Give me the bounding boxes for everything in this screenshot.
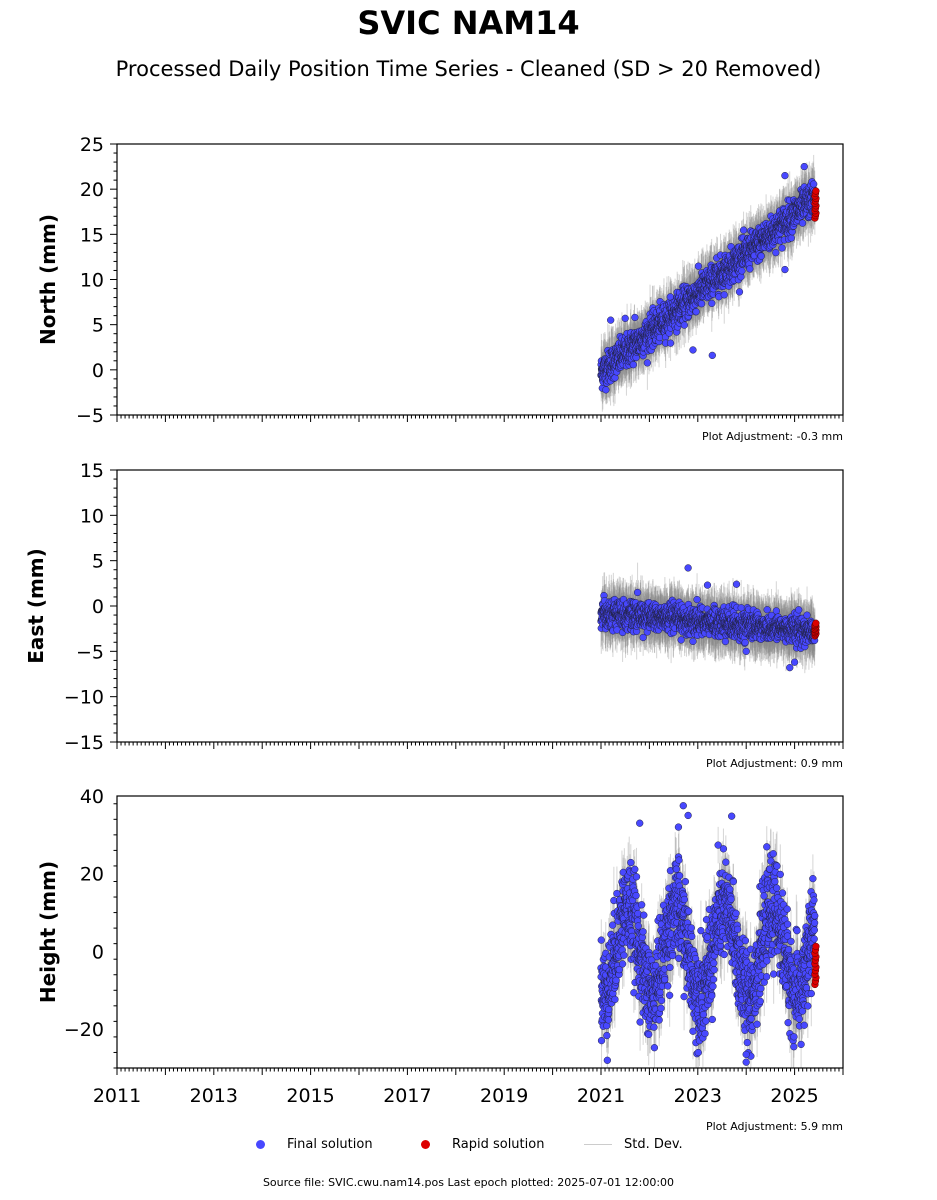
final-point — [697, 300, 706, 308]
final-point — [778, 244, 786, 252]
final-point — [708, 351, 716, 360]
y-tick-label: 25 — [80, 134, 104, 156]
final-point — [689, 346, 697, 354]
y-axis-label: North (mm) — [36, 214, 60, 345]
final-point — [800, 162, 808, 171]
y-tick-label: 10 — [80, 270, 104, 292]
final-points — [597, 162, 820, 394]
y-tick-label: 20 — [80, 179, 104, 201]
final-point — [738, 267, 746, 275]
chart-title: SVIC NAM14 — [357, 4, 580, 42]
final-point — [746, 265, 754, 273]
final-point — [607, 316, 615, 324]
final-point — [781, 265, 789, 274]
final-point — [692, 308, 700, 316]
final-point — [680, 321, 689, 329]
final-point — [757, 252, 765, 260]
final-point — [739, 226, 748, 234]
final-point — [737, 273, 745, 281]
final-point — [631, 313, 639, 322]
final-point — [666, 339, 675, 347]
final-point — [772, 248, 780, 257]
final-point — [629, 361, 637, 369]
final-point — [621, 314, 629, 322]
y-tick-label: 15 — [80, 224, 104, 246]
plot-adjustment-note: Plot Adjustment: -0.3 mm — [702, 430, 843, 443]
final-point — [602, 386, 610, 394]
y-tick-label: −5 — [76, 405, 104, 427]
final-point — [694, 262, 703, 270]
final-point — [708, 299, 716, 308]
final-point — [781, 171, 789, 180]
y-tick-label: 5 — [92, 315, 104, 337]
final-point — [720, 291, 728, 299]
final-point — [798, 219, 807, 227]
chart-subtitle: Processed Daily Position Time Series - C… — [115, 57, 822, 81]
rapid-point — [812, 187, 820, 195]
y-tick-label: 0 — [92, 360, 104, 382]
final-point — [735, 288, 744, 296]
panel-north: −5 0 5 10 15 20 25 North (mm) Plot Adjustment: -… — [36, 134, 844, 443]
final-point — [787, 234, 795, 242]
final-point — [810, 180, 818, 188]
final-point — [643, 359, 652, 367]
